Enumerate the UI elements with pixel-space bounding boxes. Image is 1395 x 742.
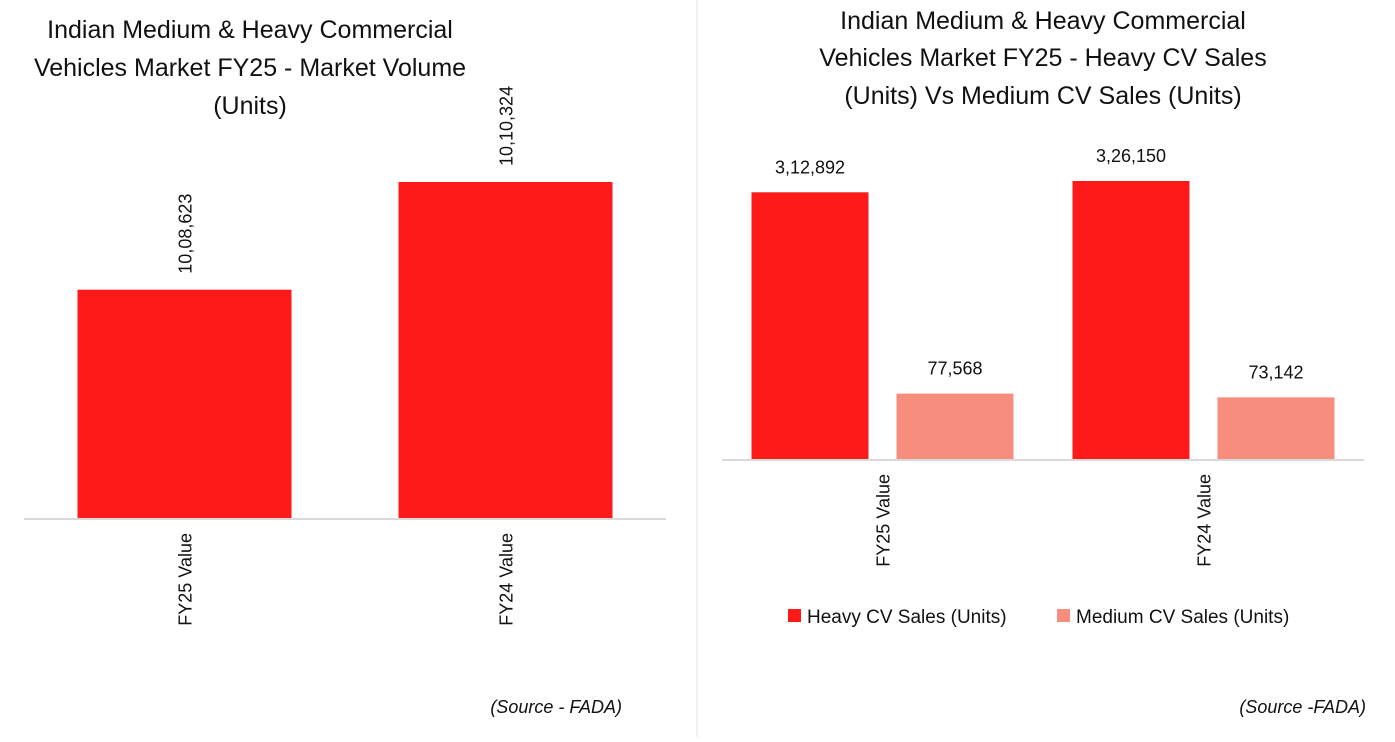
market-volume-title-line-3: (Units) [213, 92, 287, 120]
market-volume-bar-fy24-value [398, 182, 613, 519]
market-volume-chart: Indian Medium & Heavy Commercial Vehicle… [24, 16, 666, 717]
market-volume-source-note: (Source - FADA) [490, 697, 622, 717]
cv-sales-bar-heavy-cv-sales-units-fy25-value [751, 192, 869, 461]
market-volume-title-line-1: Indian Medium & Heavy Commercial [47, 16, 453, 44]
cv-sales-title-line-3: (Units) Vs Medium CV Sales (Units) [844, 82, 1241, 110]
legend-label-medium-cv: Medium CV Sales (Units) [1076, 607, 1289, 628]
cv-sales-category-label-fy24-value: FY24 Value [1195, 474, 1215, 567]
cv-sales-bar-medium-cv-sales-units-fy24-value [1217, 397, 1335, 460]
cv-sales-title-line-1: Indian Medium & Heavy Commercial [840, 7, 1246, 35]
cv-sales-source-note: (Source -FADA) [1239, 697, 1366, 717]
market-volume-category-label-fy24-value: FY24 Value [497, 533, 517, 626]
legend-swatch-medium-cv [1057, 609, 1070, 622]
cv-sales-data-label-medium-cv-sales-units-fy24-value: 73,142 [1248, 362, 1303, 382]
cv-sales-data-label-heavy-cv-sales-units-fy24-value: 3,26,150 [1096, 146, 1166, 166]
cv-sales-bar-heavy-cv-sales-units-fy24-value [1072, 181, 1190, 460]
market-volume-title-line-2: Vehicles Market FY25 - Market Volume [34, 54, 466, 82]
heavy-vs-medium-cv-chart: Indian Medium & Heavy Commercial Vehicle… [722, 7, 1366, 717]
cv-sales-data-label-medium-cv-sales-units-fy25-value: 77,568 [927, 359, 982, 379]
cv-sales-title-line-2: Vehicles Market FY25 - Heavy CV Sales [819, 44, 1266, 72]
market-volume-data-label-fy25-value: 10,08,623 [176, 194, 196, 274]
market-volume-data-label-fy24-value: 10,10,324 [497, 86, 517, 166]
legend-swatch-heavy-cv [788, 609, 801, 622]
market-volume-category-label-fy25-value: FY25 Value [176, 533, 196, 626]
cv-sales-category-label-fy25-value: FY25 Value [874, 474, 894, 567]
cv-sales-legend: Heavy CV Sales (Units) Medium CV Sales (… [788, 607, 1289, 628]
cv-sales-bar-medium-cv-sales-units-fy25-value [896, 393, 1014, 460]
market-volume-bar-fy25-value [77, 289, 292, 519]
legend-label-heavy-cv: Heavy CV Sales (Units) [807, 607, 1007, 628]
cv-sales-data-label-heavy-cv-sales-units-fy25-value: 3,12,892 [775, 157, 845, 177]
